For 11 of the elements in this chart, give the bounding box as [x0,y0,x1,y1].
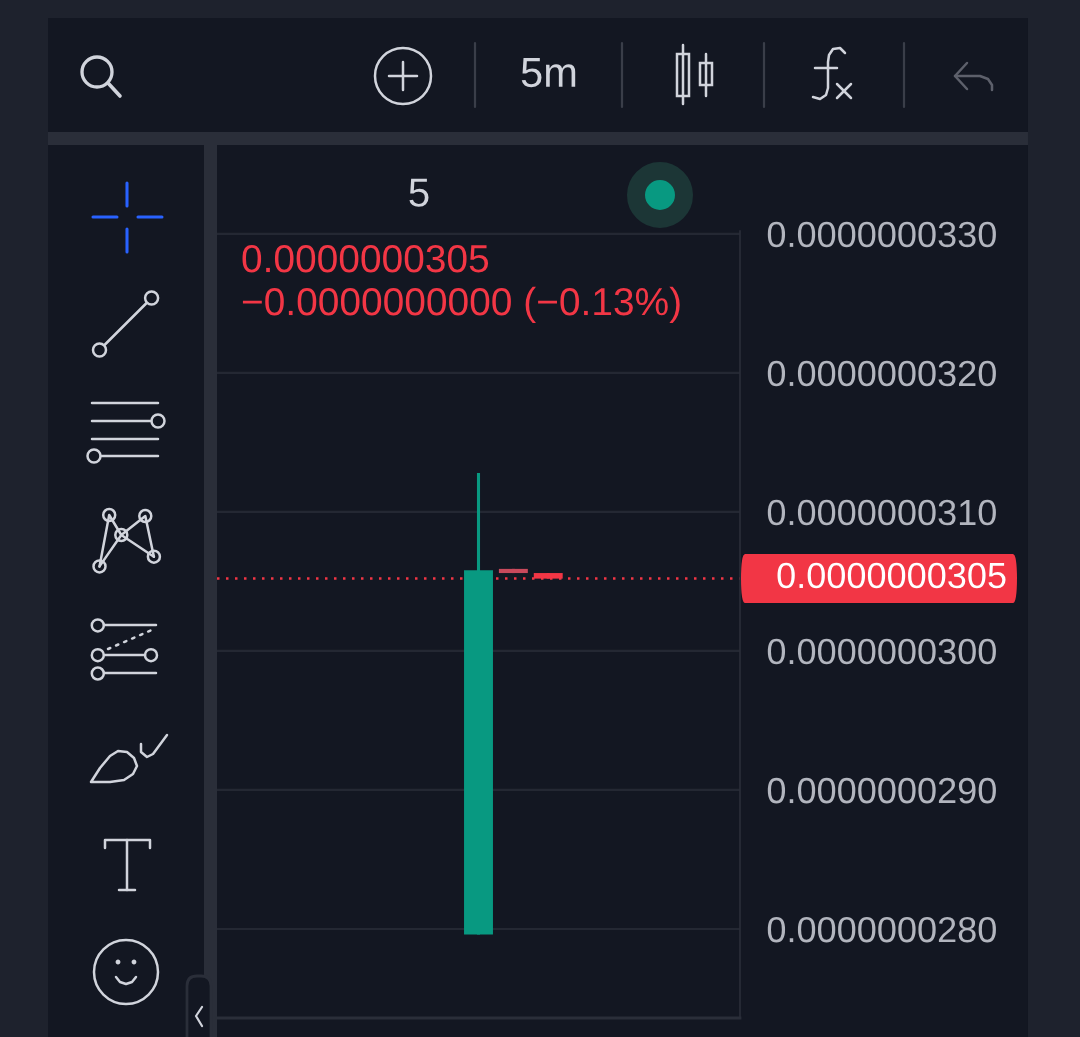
ref-line-label: 0.0000000305 [777,562,1006,589]
y-tick-label: 0.0000000290 [767,777,996,804]
text: 5m [521,58,576,88]
y-tick-label: 0.0000000330 [767,221,996,248]
text: 5 [409,178,429,207]
y-tick-label: 0.0000000300 [767,638,996,665]
annotation: −0.0000000000 (−0.13%) [242,286,680,324]
y-tick-label: 0.0000000280 [767,916,996,943]
annotation: 0.0000000305 [242,244,489,273]
y-tick-label: 0.0000000310 [767,499,996,526]
y-tick-label: 0.0000000320 [767,360,996,387]
